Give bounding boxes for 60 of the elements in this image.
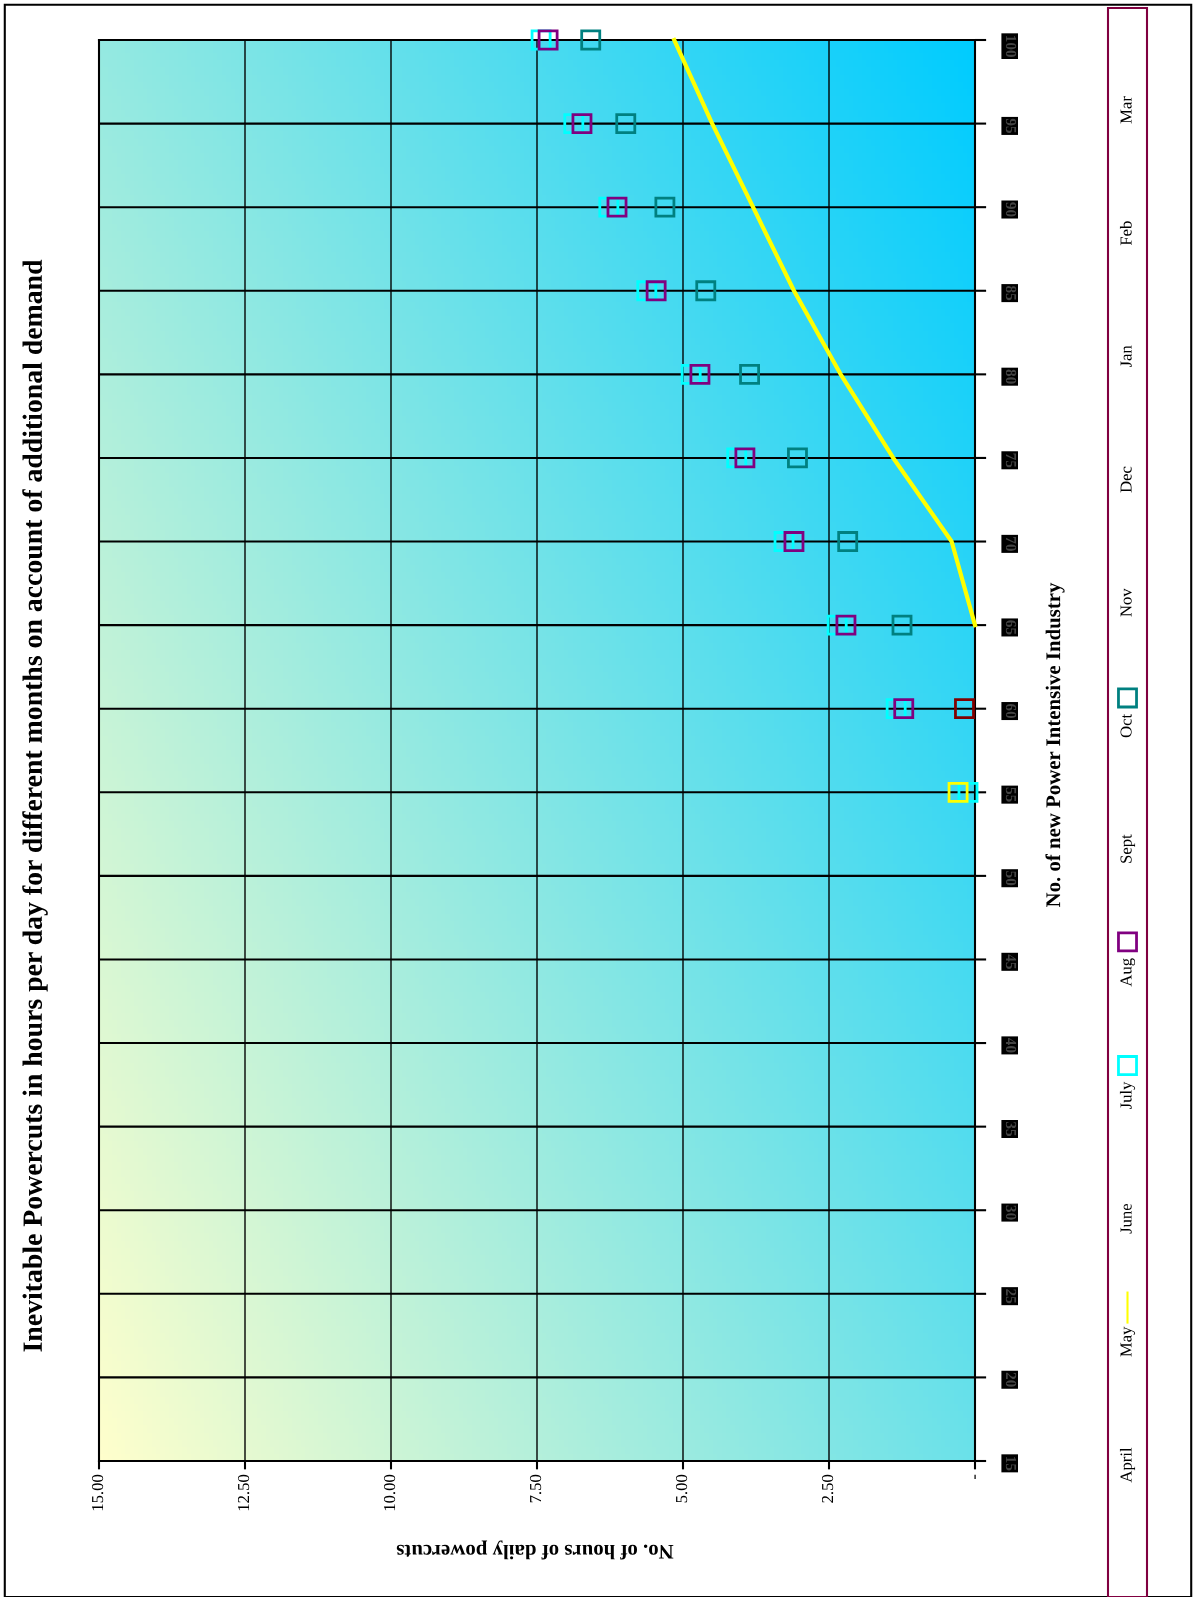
y-axis-title: No. of new Power Intensive Industry bbox=[1045, 582, 1065, 908]
y-tick-label: 20 bbox=[1005, 1372, 1017, 1387]
text: Dec bbox=[1120, 466, 1132, 493]
y-tick-label: 95 bbox=[1005, 118, 1017, 134]
point bbox=[891, 614, 913, 636]
x-axis-title: No. of hours of daily powercuts bbox=[396, 1540, 674, 1560]
y-tick-label: 80 bbox=[1005, 369, 1017, 384]
point bbox=[645, 280, 667, 302]
point bbox=[783, 531, 805, 552]
text: Jan bbox=[1120, 345, 1132, 368]
y-tick-label: 90 bbox=[1005, 202, 1017, 217]
text: Nov bbox=[1120, 588, 1132, 617]
legend-label: July bbox=[1119, 1081, 1136, 1109]
y-tick-label: 15 bbox=[1005, 1456, 1017, 1471]
point bbox=[571, 113, 593, 135]
point bbox=[734, 447, 756, 469]
y-tick-label: 60 bbox=[1005, 703, 1017, 719]
y-tick-label: 65 bbox=[1005, 620, 1017, 635]
point bbox=[954, 698, 975, 720]
y-tick-label: 40 bbox=[1005, 1037, 1017, 1053]
point bbox=[893, 698, 915, 720]
y-tick-label: 85 bbox=[1005, 285, 1017, 301]
y-tick-label: 30 bbox=[1005, 1205, 1017, 1220]
x-tick-label: 12.50 bbox=[237, 1474, 250, 1511]
legend-label: Oct bbox=[1120, 713, 1132, 738]
point bbox=[580, 29, 602, 51]
y-tick-label: 55 bbox=[1005, 787, 1017, 802]
y-tick-label: 35 bbox=[1005, 1121, 1017, 1137]
point bbox=[537, 29, 559, 51]
legend-label: Aug bbox=[1120, 958, 1136, 987]
y-tick-label: 25 bbox=[1005, 1289, 1017, 1304]
y-tick-label: 70 bbox=[1005, 537, 1017, 551]
point bbox=[947, 781, 969, 803]
point bbox=[739, 363, 760, 385]
line-series bbox=[672, 37, 978, 628]
x-tick-label: 7.50 bbox=[529, 1474, 542, 1503]
point bbox=[606, 196, 628, 218]
point bbox=[689, 363, 711, 385]
text: Mar bbox=[1120, 96, 1132, 124]
point bbox=[835, 614, 857, 636]
point bbox=[695, 280, 717, 302]
y-tick-label: 45 bbox=[1005, 954, 1017, 969]
y-tick-label: 75 bbox=[1005, 453, 1017, 468]
y-tick-label: 50 bbox=[1005, 871, 1017, 886]
x-tick-label: 10.00 bbox=[383, 1474, 396, 1511]
x-tick-label: - bbox=[974, 1474, 976, 1480]
text: Sept bbox=[1120, 834, 1136, 863]
text: Feb bbox=[1119, 221, 1132, 246]
text: June bbox=[1120, 1203, 1132, 1234]
point bbox=[787, 447, 808, 469]
legend-label: May bbox=[1120, 1326, 1136, 1357]
point bbox=[654, 196, 676, 218]
x-tick-label: 15.00 bbox=[91, 1474, 104, 1511]
y-tick-label: 100 bbox=[1005, 35, 1017, 58]
text: April bbox=[1119, 1447, 1136, 1483]
x-tick-label: 2.50 bbox=[821, 1474, 834, 1503]
text: Inevitable Powercuts in hours per day for different months on account of additional demand bbox=[22, 259, 48, 1352]
point bbox=[837, 531, 859, 552]
x-tick-label: 5.00 bbox=[675, 1474, 688, 1503]
point bbox=[615, 113, 637, 135]
